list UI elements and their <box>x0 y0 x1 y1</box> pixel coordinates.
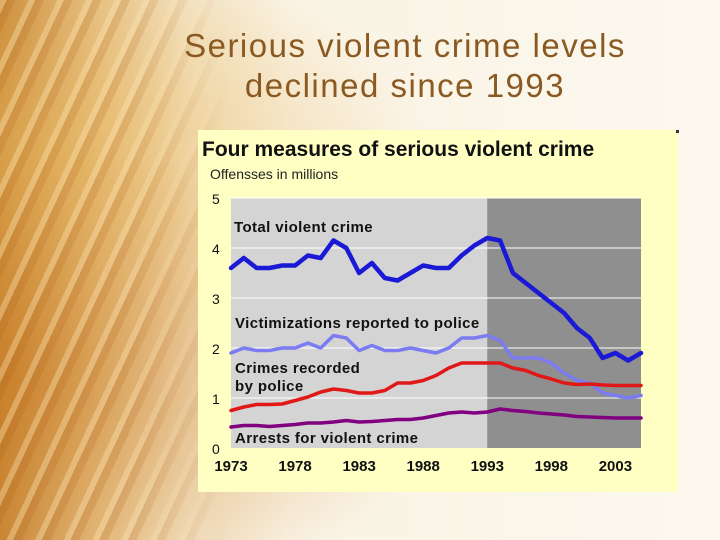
y-tick-label: 0 <box>212 441 220 457</box>
x-tick-label: 2003 <box>599 458 632 475</box>
corner-mark <box>676 130 679 133</box>
series-line-3 <box>229 407 643 429</box>
chart-subtitle: Offensses in millions <box>210 166 339 182</box>
y-tick-label: 1 <box>212 391 220 407</box>
series-line-0 <box>228 235 644 363</box>
slide-title: Serious violent crime levels declined si… <box>120 26 690 106</box>
x-tick-label: 1998 <box>535 458 568 475</box>
chart-panel: Four measures of serious violent crime O… <box>198 130 679 492</box>
series-line-1 <box>229 333 643 400</box>
x-tick-label: 1978 <box>278 458 311 475</box>
x-tick-label: 1983 <box>342 458 375 475</box>
background-light-streaks <box>0 0 230 540</box>
line-chart: 0 1 2 3 4 5 1973 1978 1983 1988 1993 1998 2003 Total … <box>212 191 644 475</box>
shaded-period <box>487 198 641 448</box>
series-label-2: by police <box>235 378 304 395</box>
y-tick-label: 5 <box>212 191 220 207</box>
series-line-2 <box>229 361 643 413</box>
y-tick-label: 3 <box>212 291 220 307</box>
slide-title-line-2: declined since 1993 <box>244 67 566 104</box>
series-label-3: Arrests for violent crime <box>235 430 418 447</box>
series-label-2: Crimes recorded <box>235 360 360 377</box>
x-tick-label: 1973 <box>214 458 247 475</box>
series-label-1: Victimizations reported to police <box>235 315 480 332</box>
x-tick-label: 1988 <box>407 458 440 475</box>
chart-title: Four measures of serious violent crime <box>202 138 595 161</box>
y-tick-label: 4 <box>212 241 220 257</box>
y-tick-label: 2 <box>212 341 220 357</box>
x-tick-label: 1993 <box>471 458 504 475</box>
series-label-0: Total violent crime <box>234 219 373 236</box>
slide-title-line-1: Serious violent crime levels <box>184 27 626 64</box>
